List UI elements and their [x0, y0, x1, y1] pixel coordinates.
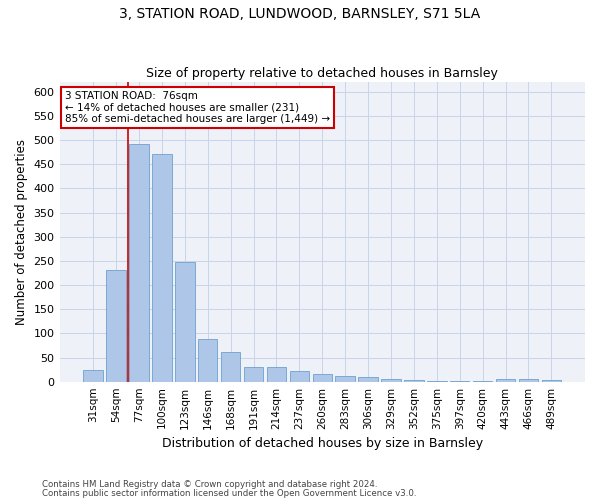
Bar — [290, 371, 309, 382]
Bar — [335, 376, 355, 382]
Bar — [358, 377, 378, 382]
Text: 3, STATION ROAD, LUNDWOOD, BARNSLEY, S71 5LA: 3, STATION ROAD, LUNDWOOD, BARNSLEY, S71… — [119, 8, 481, 22]
Bar — [404, 380, 424, 382]
Bar — [152, 154, 172, 382]
Title: Size of property relative to detached houses in Barnsley: Size of property relative to detached ho… — [146, 66, 498, 80]
Bar — [267, 367, 286, 382]
Y-axis label: Number of detached properties: Number of detached properties — [15, 139, 28, 325]
Bar — [106, 270, 126, 382]
X-axis label: Distribution of detached houses by size in Barnsley: Distribution of detached houses by size … — [162, 437, 483, 450]
Bar — [198, 339, 217, 382]
Text: Contains public sector information licensed under the Open Government Licence v3: Contains public sector information licen… — [42, 489, 416, 498]
Text: Contains HM Land Registry data © Crown copyright and database right 2024.: Contains HM Land Registry data © Crown c… — [42, 480, 377, 489]
Bar — [496, 379, 515, 382]
Bar — [519, 379, 538, 382]
Bar — [129, 144, 149, 382]
Bar — [381, 380, 401, 382]
Bar — [175, 262, 194, 382]
Bar — [221, 352, 241, 382]
Bar — [83, 370, 103, 382]
Bar — [313, 374, 332, 382]
Bar — [542, 380, 561, 382]
Bar — [244, 366, 263, 382]
Text: 3 STATION ROAD:  76sqm
← 14% of detached houses are smaller (231)
85% of semi-de: 3 STATION ROAD: 76sqm ← 14% of detached … — [65, 91, 330, 124]
